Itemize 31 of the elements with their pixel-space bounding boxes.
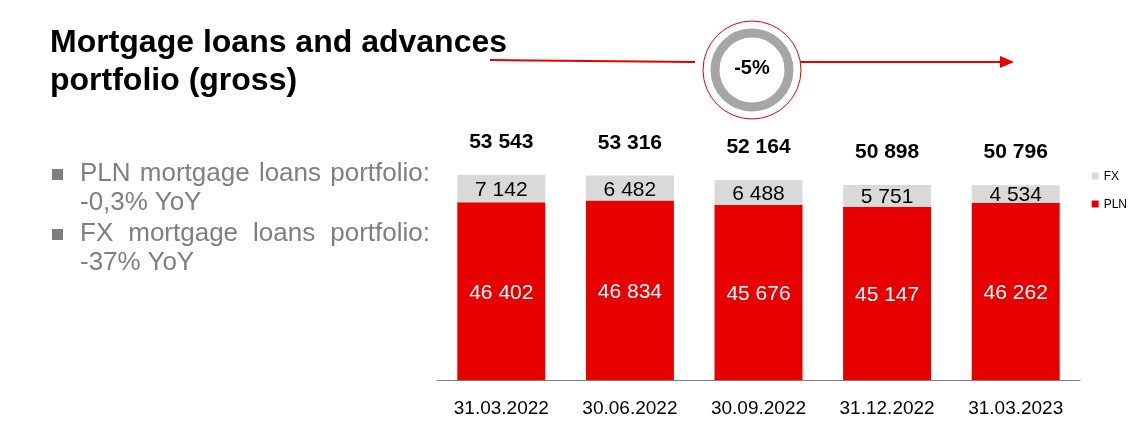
bar	[457, 202, 546, 380]
data-label: 7 142	[475, 176, 528, 200]
bar	[971, 202, 1060, 380]
x-tick-label: 30.09.2022	[710, 397, 807, 418]
bar	[585, 200, 674, 380]
data-label: 46 262	[983, 279, 1048, 303]
bar	[843, 206, 932, 380]
data-label: 6 488	[732, 180, 785, 204]
total-label: 50 796	[983, 139, 1048, 163]
total-label: 53 316	[597, 129, 663, 153]
total-label: 53 543	[469, 128, 534, 152]
total-label: 50 898	[854, 138, 920, 162]
data-label: 46 402	[469, 279, 534, 303]
data-label: 45 147	[854, 281, 920, 305]
text: PLN mortgage loans portfolio: -0,3% YoY	[79, 157, 430, 216]
chart-title: Mortgage loans and advances portfolio (gross)	[50, 22, 508, 98]
x-tick-label: 31.03.2022	[453, 397, 549, 418]
legend-label: PLN	[1103, 197, 1127, 211]
data-label: 5 751	[860, 184, 914, 208]
x-tick-label: 30.06.2022	[582, 397, 678, 418]
bar	[714, 204, 803, 380]
x-tick-label: 31.12.2022	[839, 397, 935, 418]
data-label: 4 534	[989, 182, 1043, 206]
x-tick-label: 31.03.2023	[968, 397, 1064, 418]
data-label: 45 676	[726, 280, 791, 304]
data-label: 46 834	[597, 278, 663, 302]
text: -5%	[733, 56, 771, 79]
legend-label: FX	[1103, 169, 1119, 183]
text: FX mortgage loans portfolio: -37% YoY	[79, 217, 430, 276]
total-label: 52 164	[726, 134, 791, 158]
data-label: 6 482	[603, 176, 657, 200]
